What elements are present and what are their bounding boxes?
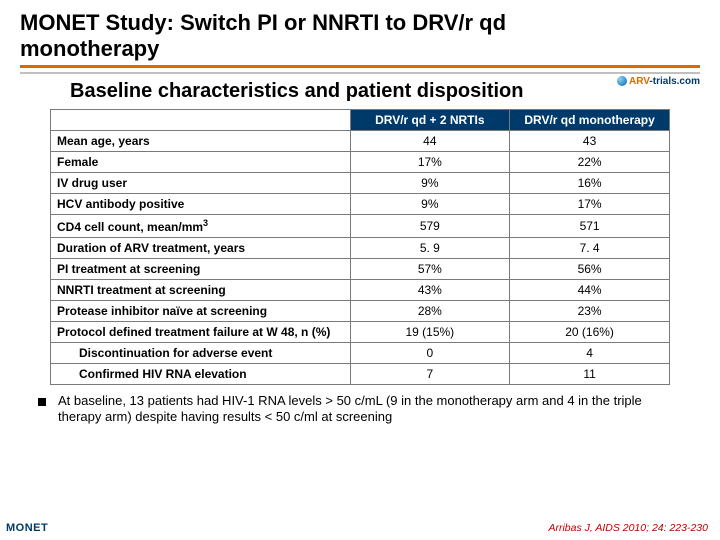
cell-col1: 579	[350, 214, 510, 237]
table-row: Discontinuation for adverse event04	[51, 342, 670, 363]
title-block: MONET Study: Switch PI or NNRTI to DRV/r…	[20, 10, 700, 68]
cell-col2: 56%	[510, 258, 670, 279]
cell-col1: 57%	[350, 258, 510, 279]
cell-col1: 19 (15%)	[350, 321, 510, 342]
table-row: Female17%22%	[51, 151, 670, 172]
subtitle: Baseline characteristics and patient dis…	[70, 80, 700, 103]
cell-col1: 17%	[350, 151, 510, 172]
table-row: PI treatment at screening57%56%	[51, 258, 670, 279]
footer: MONET Arribas J, AIDS 2010; 24: 223-230	[0, 522, 720, 536]
superscript: 3	[203, 218, 208, 228]
table-row: Confirmed HIV RNA elevation711	[51, 363, 670, 384]
cell-col2: 11	[510, 363, 670, 384]
arv-trials-logo: ARV-trials.com	[617, 76, 700, 87]
row-label: Confirmed HIV RNA elevation	[51, 363, 351, 384]
title-line-1: MONET Study: Switch PI or NNRTI to DRV/r…	[20, 10, 506, 35]
bullet-icon	[38, 398, 46, 406]
table-row: Protocol defined treatment failure at W …	[51, 321, 670, 342]
col-header-2: DRV/r qd monotherapy	[510, 109, 670, 130]
row-label: Discontinuation for adverse event	[51, 342, 351, 363]
table-row: CD4 cell count, mean/mm3579571	[51, 214, 670, 237]
cell-col2: 44%	[510, 279, 670, 300]
row-label: Duration of ARV treatment, years	[51, 237, 351, 258]
row-label: CD4 cell count, mean/mm3	[51, 214, 351, 237]
cell-col2: 20 (16%)	[510, 321, 670, 342]
row-label: Protocol defined treatment failure at W …	[51, 321, 351, 342]
study-tag: MONET	[6, 522, 48, 534]
cell-col2: 23%	[510, 300, 670, 321]
cell-col2: 17%	[510, 193, 670, 214]
table-row: IV drug user9%16%	[51, 172, 670, 193]
slide-title: MONET Study: Switch PI or NNRTI to DRV/r…	[20, 10, 700, 63]
row-label: Female	[51, 151, 351, 172]
row-label: HCV antibody positive	[51, 193, 351, 214]
bullet-item: At baseline, 13 patients had HIV-1 RNA l…	[38, 393, 682, 426]
cell-col2: 16%	[510, 172, 670, 193]
cell-col1: 5. 9	[350, 237, 510, 258]
cell-col2: 4	[510, 342, 670, 363]
row-label: Mean age, years	[51, 130, 351, 151]
table-row: Protease inhibitor naïve at screening28%…	[51, 300, 670, 321]
row-label: PI treatment at screening	[51, 258, 351, 279]
logo-trials: -trials.com	[649, 76, 700, 87]
cell-col1: 9%	[350, 172, 510, 193]
col-header-1: DRV/r qd + 2 NRTIs	[350, 109, 510, 130]
cell-col2: 571	[510, 214, 670, 237]
cell-col2: 7. 4	[510, 237, 670, 258]
cell-col1: 44	[350, 130, 510, 151]
cell-col1: 9%	[350, 193, 510, 214]
row-label: IV drug user	[51, 172, 351, 193]
cell-col2: 22%	[510, 151, 670, 172]
cell-col2: 43	[510, 130, 670, 151]
table-row: Mean age, years4443	[51, 130, 670, 151]
table-row: HCV antibody positive9%17%	[51, 193, 670, 214]
title-line-2: monotherapy	[20, 36, 159, 61]
cell-col1: 0	[350, 342, 510, 363]
table-row: NNRTI treatment at screening43%44%	[51, 279, 670, 300]
logo-dot-icon	[617, 76, 627, 86]
cell-col1: 28%	[350, 300, 510, 321]
header-blank	[51, 109, 351, 130]
divider-line	[20, 72, 700, 74]
logo-arv: ARV	[629, 76, 649, 87]
row-label: Protease inhibitor naïve at screening	[51, 300, 351, 321]
row-label: NNRTI treatment at screening	[51, 279, 351, 300]
baseline-table: DRV/r qd + 2 NRTIs DRV/r qd monotherapy …	[50, 109, 670, 385]
cell-col1: 43%	[350, 279, 510, 300]
citation: Arribas J, AIDS 2010; 24: 223-230	[548, 522, 708, 534]
cell-col1: 7	[350, 363, 510, 384]
bullet-text: At baseline, 13 patients had HIV-1 RNA l…	[58, 393, 682, 426]
table-row: Duration of ARV treatment, years5. 97. 4	[51, 237, 670, 258]
